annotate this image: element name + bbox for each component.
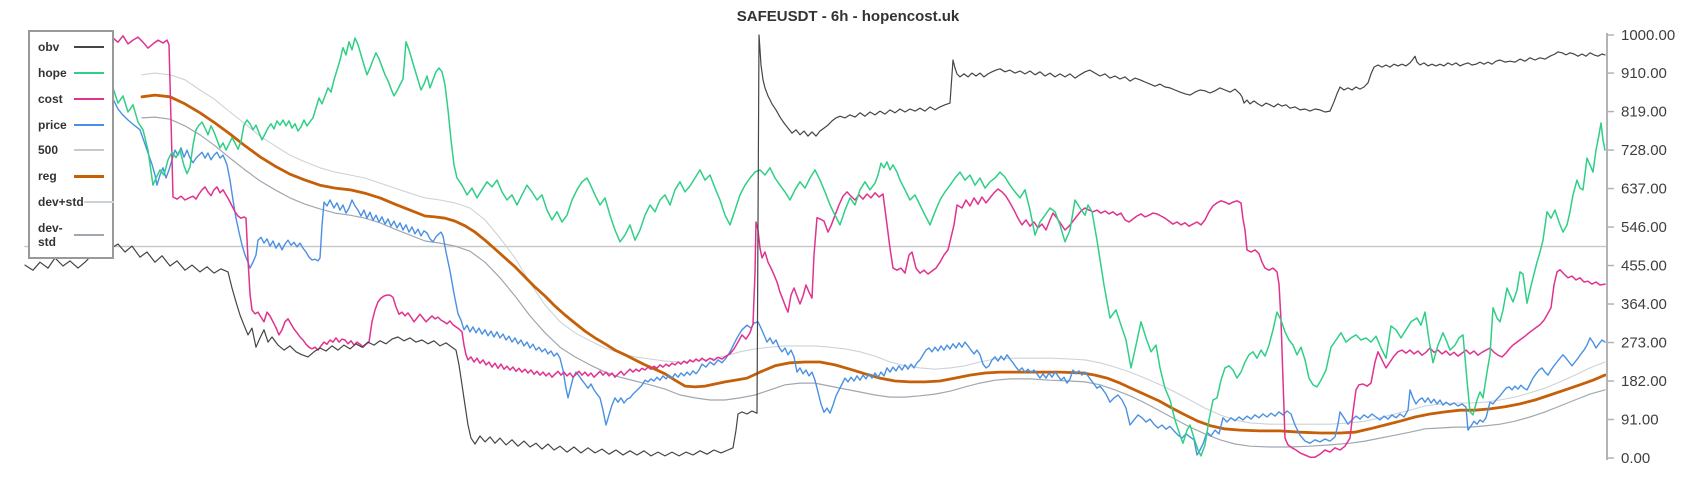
- legend-swatch-dev-std: [74, 234, 104, 237]
- legend-label: dev+std: [38, 195, 84, 210]
- legend-swatch-price: [74, 123, 104, 126]
- series-line-dev+std: [141, 72, 1606, 425]
- legend-label: obv: [38, 39, 60, 54]
- y-tick-label: 1000.00: [1621, 27, 1675, 44]
- series-line-price: [102, 94, 1606, 456]
- series-line-obv: [24, 34, 1606, 457]
- legend-label: hope: [38, 65, 67, 80]
- legend-swatch-hope: [74, 71, 104, 74]
- series-line-reg: [140, 93, 1607, 435]
- y-tick-label: 455.00: [1621, 258, 1667, 275]
- y-tick-label: 819.00: [1621, 104, 1667, 121]
- legend-swatch-obv: [74, 45, 104, 48]
- y-tick-label: 910.00: [1621, 65, 1667, 82]
- legend-label: price: [38, 117, 67, 132]
- y-tick-label: 546.00: [1621, 219, 1667, 236]
- legend-item-dev+std[interactable]: dev+std: [38, 195, 114, 210]
- chart-title: SAFEUSDT - 6h - hopencost.uk: [736, 8, 960, 25]
- legend-item-obv[interactable]: obv: [38, 40, 104, 54]
- legend-item-cost[interactable]: cost: [38, 92, 104, 106]
- legend-item-price[interactable]: price: [38, 118, 104, 132]
- legend-swatch-dev+std: [83, 201, 114, 204]
- legend-swatch-reg: [74, 174, 104, 178]
- legend-item-reg[interactable]: reg: [38, 169, 104, 183]
- y-tick-label: 182.00: [1621, 373, 1667, 390]
- y-tick-label: 273.00: [1621, 335, 1667, 352]
- legend-label: dev-std: [38, 221, 63, 250]
- legend-item-dev-std[interactable]: dev-std: [38, 221, 104, 249]
- legend-box: obv hope cost price 500 reg dev+std dev-std: [28, 30, 114, 259]
- legend-label: cost: [38, 91, 63, 106]
- legend-item-500[interactable]: 500: [38, 143, 104, 157]
- legend-item-hope[interactable]: hope: [38, 66, 104, 80]
- series-line-hope: [102, 37, 1606, 457]
- y-tick-label: 0.00: [1621, 450, 1650, 467]
- series-line-dev-std: [141, 116, 1606, 448]
- legend-swatch-500: [74, 149, 104, 152]
- y-tick-label: 364.00: [1621, 296, 1667, 313]
- series-line-cost: [102, 35, 1606, 458]
- legend-label: reg: [38, 169, 57, 184]
- y-tick-label: 637.00: [1621, 181, 1667, 198]
- legend-label: 500: [38, 143, 59, 158]
- legend-swatch-cost: [74, 97, 104, 100]
- y-tick-label: 728.00: [1621, 142, 1667, 159]
- y-tick-label: 91.00: [1621, 412, 1659, 429]
